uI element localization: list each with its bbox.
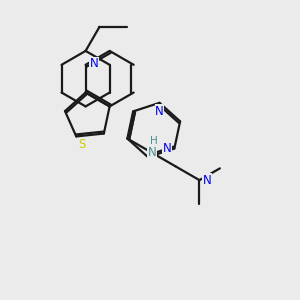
- Text: N: N: [90, 57, 98, 70]
- Text: H: H: [151, 136, 158, 146]
- Text: N: N: [202, 174, 211, 187]
- Text: N: N: [163, 142, 171, 155]
- Text: S: S: [78, 138, 85, 152]
- Text: N: N: [148, 146, 157, 159]
- Text: N: N: [155, 105, 164, 118]
